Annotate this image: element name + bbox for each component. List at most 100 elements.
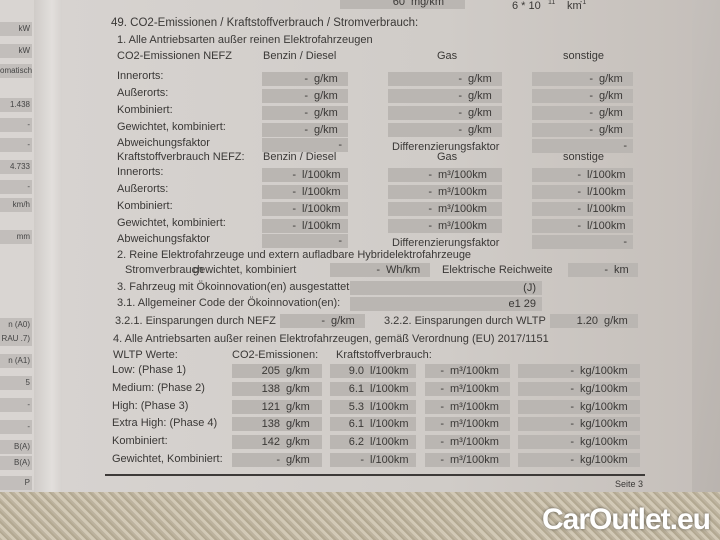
field-unit: g/km <box>599 107 623 119</box>
field-value: 6.2 <box>348 436 364 449</box>
field-value: 138 <box>261 418 280 431</box>
wltp-gas-field: - m³/100km <box>425 435 510 450</box>
column-header-sonstige: sonstige <box>563 50 604 62</box>
field-unit: Wh/km <box>386 264 421 276</box>
field-unit: g/km <box>286 382 310 395</box>
wltp-gas-field: - m³/100km <box>425 399 510 414</box>
gas-field: - m³/100km <box>388 185 502 199</box>
pn-unit-exponent: -1 <box>580 0 587 6</box>
column-header-gas: Gas <box>437 50 458 62</box>
field-unit: g/km <box>468 124 492 136</box>
wltp-co2-field: 138 g/km <box>232 417 322 432</box>
field-unit: g/km <box>468 73 492 85</box>
left-page-field: kW <box>0 44 32 58</box>
benzin-diesel-field: - g/km <box>262 123 348 137</box>
range-field: - km <box>568 263 638 277</box>
field-value: - <box>577 203 581 215</box>
field-unit: m³/100km <box>450 418 499 431</box>
sonstige-field: - l/100km <box>532 168 633 182</box>
benzin-diesel-field: - g/km <box>262 106 348 120</box>
left-page-field: 1.438 <box>0 98 32 112</box>
wltp-gas-field: - m³/100km <box>425 364 510 378</box>
field-unit: kg/100km <box>580 365 628 377</box>
field-unit: g/km <box>599 124 623 136</box>
benzin-diesel-field: - l/100km <box>262 202 348 216</box>
sonstige-field: - g/km <box>532 72 633 86</box>
field-value: - <box>428 203 432 215</box>
row-label: Außerorts: <box>117 183 169 195</box>
field-value: - <box>577 220 581 232</box>
pn-unit: km <box>567 0 582 12</box>
benzin-diesel-field: - g/km <box>262 72 348 86</box>
field-unit: l/100km <box>370 400 409 413</box>
gas-field: - g/km <box>388 72 502 86</box>
wltp-co2-field: 138 g/km <box>232 381 322 396</box>
field-value: - <box>440 436 444 449</box>
field-value: - <box>292 203 296 215</box>
field-unit: l/100km <box>302 169 341 181</box>
wltp-co2-field: 205 g/km <box>232 364 322 378</box>
gas-field: - m³/100km <box>388 168 502 182</box>
field-value: - <box>570 400 574 413</box>
left-page-field: RAU .7) <box>0 332 32 346</box>
field-value: - <box>428 220 432 232</box>
field-value: 6.1 <box>348 418 364 431</box>
field-unit: mg/km <box>411 0 444 8</box>
field-value: 9.0 <box>348 365 364 377</box>
field-value: 1.20 <box>576 315 598 327</box>
left-page-field: kW <box>0 22 32 36</box>
field-value: - <box>440 382 444 395</box>
gas-field: - g/km <box>388 89 502 103</box>
watermark-logo: CarOutlet.eu <box>541 503 711 536</box>
range-label: Elektrische Reichweite <box>442 264 553 276</box>
field-value: - <box>338 139 342 151</box>
wltp-gas-field: - m³/100km <box>425 381 510 396</box>
field-unit: l/100km <box>587 169 626 181</box>
field-value: - <box>338 235 342 247</box>
field-unit: g/km <box>314 107 338 119</box>
field-unit: g/km <box>599 73 623 85</box>
left-page-field: - <box>0 420 32 434</box>
power-consumption-field: - Wh/km <box>330 263 430 277</box>
field-value: - <box>589 73 593 85</box>
row-label: Gewichtet, kombiniert: <box>117 121 226 133</box>
field-unit: kg/100km <box>580 382 628 395</box>
field-unit: g/km <box>286 454 310 466</box>
section-heading: 49. CO2-Emissionen / Kraftstoffverbrauch… <box>111 17 419 29</box>
wltp-other-field: - kg/100km <box>518 399 640 414</box>
field-unit: g/km <box>286 400 310 413</box>
row-label: Kombiniert: <box>117 200 173 212</box>
row-label: Innerorts: <box>117 166 164 178</box>
field-unit: kg/100km <box>580 418 628 431</box>
sonstige-field: - g/km <box>532 89 633 103</box>
field-unit: g/km <box>331 315 355 327</box>
co2-header: CO2-Emissionen: <box>232 349 319 361</box>
wltp-co2-field: - g/km <box>232 453 322 467</box>
pn-value: 6 * 10 <box>512 0 541 12</box>
wltp-header: WLTP Werte: <box>113 349 178 361</box>
field-unit: kg/100km <box>580 454 628 466</box>
field-value: 121 <box>261 400 280 413</box>
field-value: e1 29 <box>508 298 536 310</box>
field-unit: g/km <box>604 315 628 327</box>
field-unit: m³/100km <box>438 203 487 215</box>
field-value: - <box>589 124 593 136</box>
field-unit: m³/100km <box>450 382 499 395</box>
field-unit: l/100km <box>587 220 626 232</box>
wltp-fuel-field: 9.0 l/100km <box>330 364 416 378</box>
field-unit: l/100km <box>370 418 409 431</box>
wltp-fuel-field: 6.1 l/100km <box>330 417 416 432</box>
field-value: - <box>458 107 462 119</box>
field-unit: m³/100km <box>450 400 499 413</box>
rde-field: 60 mg/km <box>340 0 465 9</box>
field-unit: km <box>614 264 629 276</box>
gas-field: - m³/100km <box>388 202 502 216</box>
factor-label: Abweichungsfaktor <box>117 233 210 245</box>
wltp-savings-field: 1.20 g/km <box>550 314 638 328</box>
column-header-gas: Gas <box>437 151 458 163</box>
differentiation-label: Differenzierungsfaktor <box>392 237 500 249</box>
field-value: - <box>604 264 608 276</box>
gas-field: - g/km <box>388 106 502 120</box>
sonstige-field: - l/100km <box>532 202 633 216</box>
nefz-savings-field: - g/km <box>280 314 365 328</box>
